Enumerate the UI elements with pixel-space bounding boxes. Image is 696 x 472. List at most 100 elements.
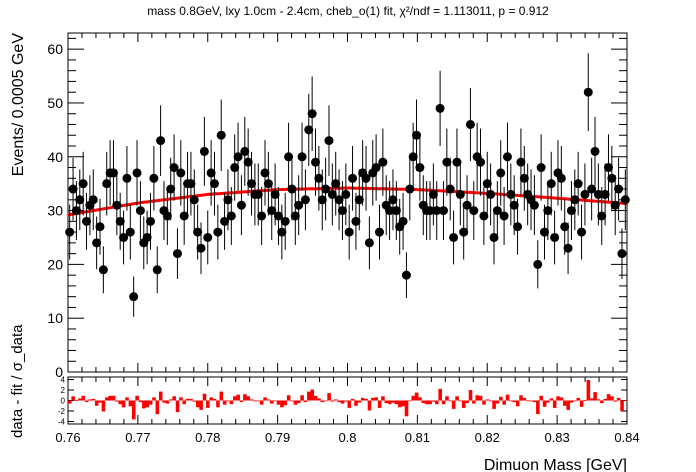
- data-marker: [102, 179, 112, 189]
- data-marker: [135, 206, 145, 216]
- data-point: [307, 76, 317, 151]
- data-point: [119, 210, 129, 265]
- data-point: [577, 204, 587, 260]
- pull-bar: [286, 395, 291, 401]
- pull-bar: [290, 400, 294, 402]
- pull-bar: [74, 400, 79, 401]
- pull-bar: [458, 400, 463, 402]
- pull-bar: [367, 400, 372, 411]
- data-marker: [391, 206, 401, 216]
- data-marker: [455, 189, 465, 199]
- data-marker: [294, 200, 304, 210]
- data-point: [162, 186, 172, 245]
- pull-bar: [340, 400, 345, 404]
- data-marker: [556, 173, 566, 183]
- pull-bar: [606, 394, 611, 401]
- data-marker: [600, 189, 610, 199]
- data-marker: [546, 179, 556, 189]
- data-marker: [179, 211, 189, 221]
- data-point: [108, 140, 118, 206]
- pull-bar: [610, 396, 614, 401]
- pull-bar: [98, 400, 102, 403]
- data-point: [290, 186, 300, 245]
- data-marker: [327, 189, 337, 199]
- data-point: [223, 169, 233, 231]
- data-marker: [240, 146, 250, 156]
- x-tick-label: 0.83: [544, 430, 569, 445]
- y-tick-label: 60: [47, 41, 63, 57]
- data-marker: [593, 189, 603, 199]
- data-point: [556, 146, 566, 211]
- pull-bar: [101, 400, 106, 412]
- data-marker: [193, 227, 203, 237]
- data-point: [294, 175, 304, 236]
- data-marker: [307, 109, 317, 119]
- data-marker: [273, 211, 283, 221]
- pull-bar: [189, 398, 193, 401]
- data-point: [186, 151, 196, 216]
- pull-bar: [532, 400, 537, 403]
- pull-bar: [616, 397, 621, 401]
- data-marker: [566, 206, 576, 216]
- data-point: [401, 252, 411, 298]
- data-point: [438, 181, 448, 241]
- pull-bar: [505, 394, 510, 401]
- pull-bar: [105, 397, 109, 401]
- data-marker: [253, 189, 263, 199]
- data-point: [196, 222, 206, 275]
- data-point: [102, 151, 112, 216]
- pull-bar: [384, 400, 389, 404]
- data-point: [533, 240, 543, 289]
- data-point: [324, 105, 334, 176]
- data-marker: [610, 200, 620, 210]
- pull-bar: [502, 400, 506, 405]
- data-marker: [162, 211, 172, 221]
- data-marker: [412, 130, 422, 140]
- data-point: [476, 128, 486, 196]
- pull-bar: [360, 397, 365, 401]
- data-marker: [78, 179, 88, 189]
- pull-bar: [209, 397, 213, 401]
- data-point: [452, 128, 462, 196]
- x-tick-label: 0.8: [338, 430, 356, 445]
- data-point: [277, 204, 287, 260]
- pull-bar: [310, 389, 315, 401]
- pull-bar: [165, 400, 170, 404]
- data-marker: [213, 227, 223, 237]
- pull-bar: [219, 391, 224, 401]
- pull-bar: [408, 400, 412, 402]
- data-marker: [166, 184, 176, 194]
- data-point: [71, 181, 81, 241]
- pull-bar: [559, 397, 564, 401]
- pull-bar: [603, 398, 607, 401]
- data-point: [486, 163, 496, 226]
- data-marker: [98, 265, 108, 275]
- data-marker: [408, 152, 418, 162]
- pull-bar: [94, 400, 99, 406]
- data-marker: [529, 200, 539, 210]
- data-point: [304, 93, 314, 166]
- data-point: [132, 140, 142, 206]
- data-marker: [462, 200, 472, 210]
- data-point: [425, 181, 435, 241]
- pull-bar: [347, 400, 352, 408]
- data-marker: [142, 232, 152, 242]
- data-marker: [482, 179, 492, 189]
- data-marker: [196, 243, 206, 253]
- pull-bar: [357, 400, 362, 403]
- data-marker: [324, 136, 334, 146]
- pull-bar: [118, 400, 123, 405]
- data-point: [112, 175, 122, 236]
- x-tick-label: 0.77: [125, 430, 150, 445]
- pull-axis-title-label: data - fit / σ_data: [9, 324, 26, 438]
- pull-bar: [499, 396, 503, 401]
- data-marker: [442, 157, 452, 167]
- data-marker: [603, 163, 613, 173]
- pull-bar: [522, 397, 527, 401]
- pull-bar: [556, 396, 560, 401]
- pull-bar: [71, 396, 75, 401]
- data-marker: [321, 184, 331, 194]
- data-point: [230, 134, 240, 201]
- data-point: [152, 246, 162, 294]
- data-point: [550, 210, 560, 265]
